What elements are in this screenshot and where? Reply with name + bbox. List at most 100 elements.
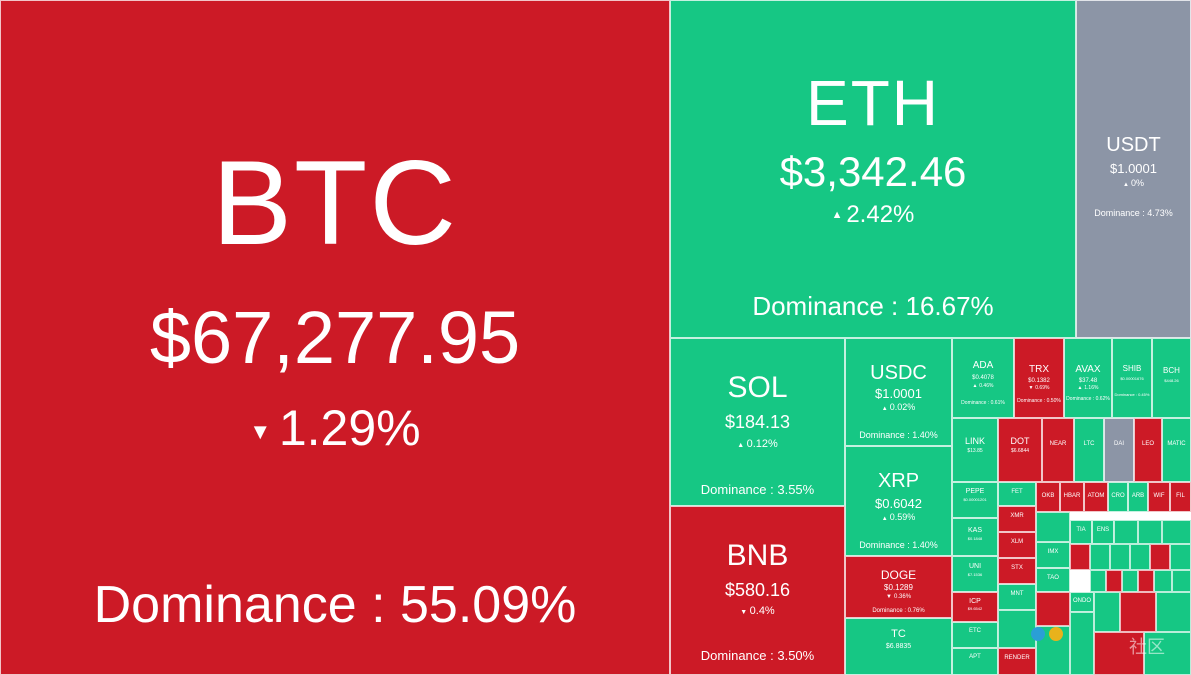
tile-eth[interactable]: ETH $3,342.46 ▲ 2.42% Dominance : 16.67% [670, 0, 1076, 338]
tile-unlabeled[interactable] [1172, 570, 1191, 592]
tile-unlabeled[interactable] [1138, 570, 1154, 592]
tile-ton[interactable]: TC $6.8835 [845, 618, 952, 675]
tile-symbol: TAO [1047, 575, 1059, 581]
tile-change-value: 0.36% [894, 594, 912, 600]
tile-dominance: Dominance : 0.62% [1066, 396, 1110, 402]
tile-xlm[interactable]: XLM [998, 532, 1036, 558]
tile-unlabeled[interactable] [1150, 544, 1170, 570]
tile-sol[interactable]: SOL $184.13 ▲ 0.12% Dominance : 3.55% [670, 338, 845, 506]
tile-cro[interactable]: CRO [1108, 482, 1128, 512]
tile-etc[interactable]: ETC [952, 622, 998, 648]
tile-dominance: Dominance : 0.50% [1017, 398, 1061, 404]
tile-dai[interactable]: DAI [1104, 418, 1134, 482]
tile-unlabeled[interactable] [1094, 632, 1144, 675]
tile-unlabeled[interactable] [1036, 512, 1070, 542]
tile-unlabeled[interactable] [1170, 544, 1191, 570]
tile-change: ▲ 0.02% [846, 403, 951, 413]
tile-btc[interactable]: BTC $67,277.95 ▼ 1.29% Dominance : 55.09% [0, 0, 670, 675]
tile-unlabeled[interactable] [1122, 570, 1138, 592]
tile-symbol: UNI [968, 563, 982, 570]
tile-kas[interactable]: KAS $0.1848 [952, 518, 998, 556]
tile-change-value: 0.46% [979, 383, 994, 389]
tile-dominance: Dominance : 1.40% [859, 540, 938, 550]
tile-fil[interactable]: FIL [1170, 482, 1191, 512]
tile-unlabeled[interactable] [1154, 570, 1172, 592]
tile-unlabeled[interactable] [1114, 520, 1138, 544]
tile-render[interactable]: RENDER [998, 648, 1036, 675]
tile-hbar[interactable]: HBAR [1060, 482, 1084, 512]
tile-unlabeled[interactable] [1036, 592, 1070, 626]
tile-dominance: Dominance : 0.76% [872, 608, 925, 614]
tile-symbol: ENS [1096, 527, 1110, 533]
tile-bch[interactable]: BCH $448.26 [1152, 338, 1191, 418]
tile-icp[interactable]: ICP $9.6542 [952, 592, 998, 622]
tile-arb[interactable]: ARB [1128, 482, 1148, 512]
tile-symbol: FET [1011, 489, 1023, 495]
tile-matic[interactable]: MATIC [1162, 418, 1191, 482]
tile-price: $6.6844 [1010, 448, 1030, 454]
tile-price: $0.4078 [972, 375, 994, 381]
tile-dominance: Dominance : 3.50% [700, 648, 815, 663]
tile-unlabeled[interactable] [1106, 570, 1122, 592]
tile-mnt[interactable]: MNT [998, 584, 1036, 610]
tile-unlabeled[interactable] [1070, 612, 1094, 675]
tile-symbol: IMX [1047, 549, 1059, 555]
tile-unlabeled[interactable] [1070, 544, 1090, 570]
tile-symbol: DOGE [880, 568, 917, 582]
tile-unlabeled[interactable] [1094, 592, 1120, 632]
tile-atom[interactable]: ATOM [1084, 482, 1108, 512]
tile-dot[interactable]: DOT $6.6844 [998, 418, 1042, 482]
tile-unlabeled[interactable] [998, 610, 1036, 648]
tile-xmr[interactable]: XMR [998, 506, 1036, 532]
tile-trx[interactable]: TRX $0.1382 ▼ 0.69% Dominance : 0.50% [1014, 338, 1064, 418]
tile-symbol: AVAX [1075, 364, 1101, 375]
watermark-logo-icon [1049, 627, 1063, 641]
watermark-logo-icon [1031, 627, 1045, 641]
tile-usdt[interactable]: USDT $1.0001 ▲ 0% Dominance : 4.73% [1076, 0, 1191, 338]
tile-pepe[interactable]: PEPE $0.00001201 [952, 482, 998, 518]
tile-usdc[interactable]: USDC $1.0001 ▲ 0.02% Dominance : 1.40% [845, 338, 952, 446]
tile-bnb[interactable]: BNB $580.16 ▼ 0.4% Dominance : 3.50% [670, 506, 845, 675]
tile-unlabeled[interactable] [1162, 520, 1191, 544]
tile-doge[interactable]: DOGE $0.1289 ▼ 0.36% Dominance : 0.76% [845, 556, 952, 618]
tile-ada[interactable]: ADA $0.4078 ▲ 0.46% Dominance : 0.61% [952, 338, 1014, 418]
tile-stx[interactable]: STX [998, 558, 1036, 584]
triangle-up-icon: ▲ [737, 442, 745, 449]
watermark-text: 社区 [1129, 637, 1165, 657]
tile-price: $13.85 [967, 448, 983, 454]
tile-uni[interactable]: UNI $7.1536 [952, 556, 998, 592]
tile-tia[interactable]: TIA [1070, 520, 1092, 544]
tile-wif[interactable]: WIF [1148, 482, 1170, 512]
tile-symbol: OKB [1041, 493, 1055, 499]
tile-fet[interactable]: FET [998, 482, 1036, 506]
tile-price: $0.6042 [875, 496, 922, 511]
tile-apt[interactable]: APT [952, 648, 998, 675]
tile-unlabeled[interactable] [1120, 592, 1156, 632]
tile-ondo[interactable]: ONDO [1070, 592, 1094, 612]
triangle-up-icon: ▲ [972, 383, 978, 389]
tile-near[interactable]: NEAR [1042, 418, 1074, 482]
tile-unlabeled[interactable] [1156, 592, 1191, 632]
tile-shib[interactable]: SHIB $0.00001676 Dominance : 0.45% [1112, 338, 1152, 418]
tile-unlabeled[interactable] [1110, 544, 1130, 570]
tile-okb[interactable]: OKB [1036, 482, 1060, 512]
tile-symbol: ATOM [1087, 493, 1105, 499]
tile-symbol: APT [969, 654, 981, 660]
tile-symbol: SOL [727, 371, 788, 404]
tile-unlabeled[interactable] [1090, 544, 1110, 570]
tile-xrp[interactable]: XRP $0.6042 ▲ 0.59% Dominance : 1.40% [845, 446, 952, 556]
tile-unlabeled[interactable] [1130, 544, 1150, 570]
tile-ltc[interactable]: LTC [1074, 418, 1104, 482]
tile-leo[interactable]: LEO [1134, 418, 1162, 482]
tile-change: ▼ 0.69% [1015, 386, 1063, 391]
tile-ens[interactable]: ENS [1092, 520, 1114, 544]
tile-link[interactable]: LINK $13.85 [952, 418, 998, 482]
tile-symbol: LTC [1083, 441, 1095, 447]
tile-tao[interactable]: TAO [1036, 568, 1070, 592]
tile-avax[interactable]: AVAX $37.48 ▲ 1.16% Dominance : 0.62% [1064, 338, 1112, 418]
tile-imx[interactable]: IMX [1036, 542, 1070, 568]
tile-symbol: CRO [1111, 493, 1125, 499]
tile-unlabeled[interactable] [1138, 520, 1162, 544]
tile-unlabeled[interactable] [1090, 570, 1106, 592]
tile-change-value: 0.12% [746, 438, 778, 450]
